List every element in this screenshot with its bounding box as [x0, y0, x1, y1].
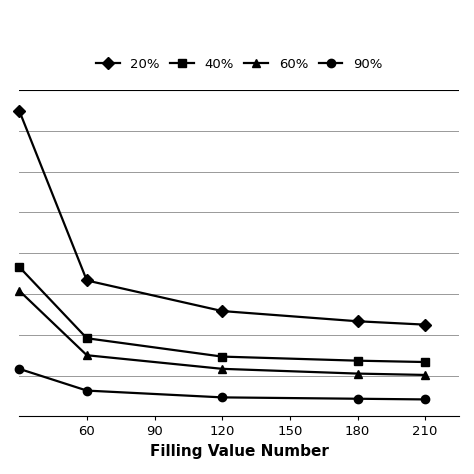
40%: [16, 264, 22, 270]
20%: [422, 322, 428, 328]
40%: [422, 359, 428, 365]
Line: 20%: 20%: [15, 106, 429, 329]
60%: [422, 372, 428, 378]
20%: [219, 308, 225, 314]
20%: [84, 278, 90, 283]
60%: [355, 371, 360, 376]
40%: [219, 354, 225, 359]
90%: [355, 396, 360, 401]
Line: 90%: 90%: [15, 365, 429, 403]
90%: [16, 366, 22, 372]
Line: 40%: 40%: [15, 263, 429, 366]
60%: [84, 352, 90, 358]
40%: [355, 358, 360, 364]
40%: [84, 336, 90, 341]
90%: [422, 397, 428, 402]
Line: 60%: 60%: [15, 286, 429, 379]
Legend: 20%, 40%, 60%, 90%: 20%, 40%, 60%, 90%: [96, 57, 383, 71]
90%: [84, 388, 90, 393]
90%: [219, 394, 225, 400]
60%: [16, 288, 22, 293]
60%: [219, 366, 225, 372]
20%: [16, 108, 22, 113]
20%: [355, 319, 360, 324]
X-axis label: Filling Value Number: Filling Value Number: [150, 444, 328, 459]
